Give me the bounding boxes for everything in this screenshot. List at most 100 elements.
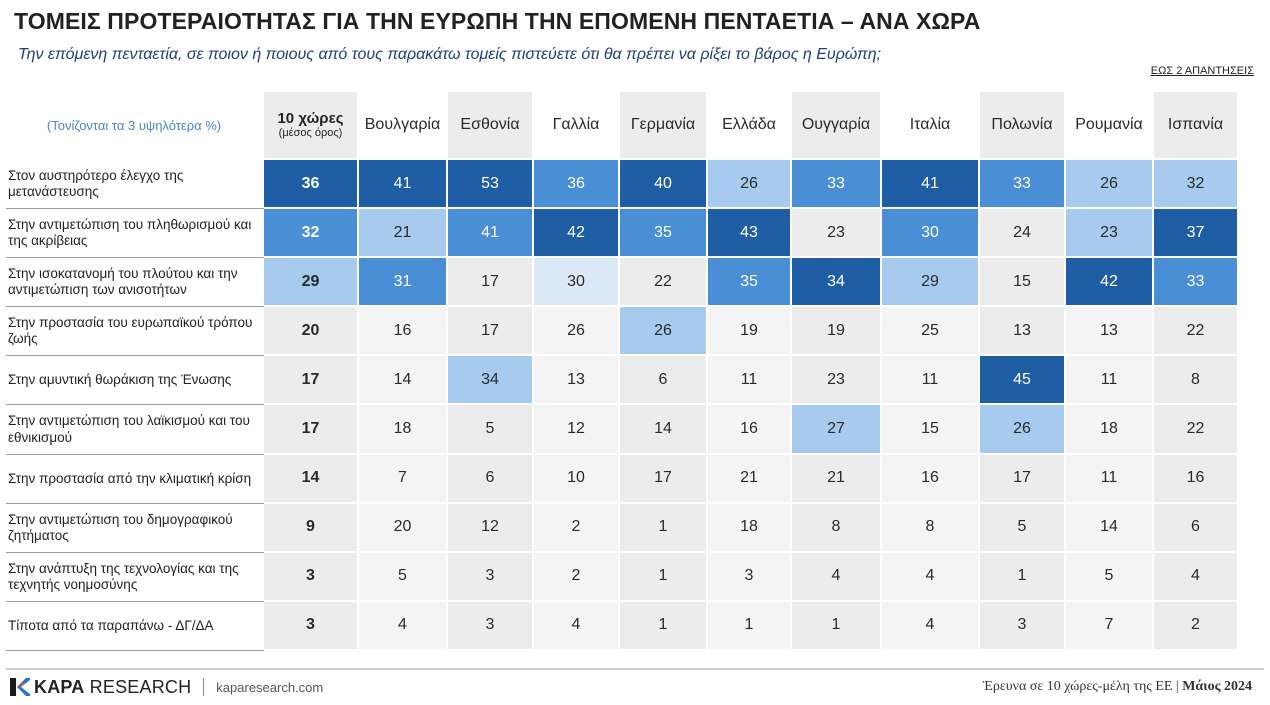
row-label: Στην ισοκατανομή του πλούτου και την αντ… [6,258,264,308]
value-cell: 10 [534,454,620,504]
footer-separator [203,678,205,696]
value-cell: 30 [882,209,980,259]
value-cell: 5 [1066,552,1154,602]
country-header: Ουγγαρία [792,92,882,160]
value-cell: 37 [1154,209,1239,259]
value-cell: 25 [882,307,980,357]
value-cell: 34 [448,356,534,406]
value-cell: 32 [1154,160,1239,210]
value-cell: 1 [620,552,708,602]
value-cell: 1 [980,552,1066,602]
value-cell: 20 [359,503,448,553]
value-cell: 14 [620,405,708,455]
value-cell: 16 [1154,454,1239,504]
avg-value: 20 [264,307,359,357]
value-cell: 21 [708,454,792,504]
website-link[interactable]: kaparesearch.com [216,679,324,695]
avg-value: 17 [264,405,359,455]
value-cell: 21 [792,454,882,504]
priorities-table: (Τονίζονται τα 3 υψηλότερα %) 10 χώρες (… [6,92,1259,651]
value-cell: 4 [359,601,448,651]
source-text: Έρευνα σε 10 χώρες-μέλη της ΕΕ | [983,679,1183,694]
value-cell: 1 [620,503,708,553]
country-header: Βουλγαρία [359,92,448,160]
country-header: Ρουμανία [1066,92,1154,160]
value-cell: 41 [448,209,534,259]
row-label: Στην αμυντική θωράκιση της Ένωσης [6,356,264,406]
value-cell: 6 [448,454,534,504]
value-cell: 15 [980,258,1066,308]
footer-source: Έρευνα σε 10 χώρες-μέλη της ΕΕ | Μάιος 2… [983,679,1252,695]
country-header: Ισπανία [1154,92,1239,160]
avg-value: 14 [264,454,359,504]
value-cell: 12 [448,503,534,553]
value-cell: 17 [620,454,708,504]
highlight-note: (Τονίζονται τα 3 υψηλότερα %) [6,92,264,160]
value-cell: 33 [1154,258,1239,308]
value-cell: 43 [708,209,792,259]
value-cell: 23 [792,356,882,406]
value-cell: 14 [1066,503,1154,553]
brand-bold: KAPA [34,676,85,697]
avg-value: 32 [264,209,359,259]
avg-value: 3 [264,601,359,651]
footer-brand: KAPA RESEARCH kaparesearch.com [8,676,323,698]
value-cell: 1 [792,601,882,651]
value-cell: 16 [359,307,448,357]
value-cell: 26 [534,307,620,357]
answers-note: ΕΩΣ 2 ΑΠΑΝΤΗΣΕΙΣ [1150,65,1254,77]
avg-value: 17 [264,356,359,406]
value-cell: 13 [980,307,1066,357]
value-cell: 7 [1066,601,1154,651]
country-header: Γερμανία [620,92,708,160]
value-cell: 21 [359,209,448,259]
value-cell: 7 [359,454,448,504]
value-cell: 17 [448,307,534,357]
value-cell: 24 [980,209,1066,259]
value-cell: 8 [882,503,980,553]
value-cell: 22 [1154,307,1239,357]
value-cell: 18 [359,405,448,455]
avg-column-header: 10 χώρες (μέσος όρος) [264,92,359,160]
value-cell: 1 [620,601,708,651]
value-cell: 6 [620,356,708,406]
value-cell: 33 [792,160,882,210]
value-cell: 12 [534,405,620,455]
value-cell: 11 [1066,454,1154,504]
country-header: Πολωνία [980,92,1066,160]
value-cell: 18 [708,503,792,553]
value-cell: 2 [1154,601,1239,651]
page-title: ΤΟΜΕΙΣ ΠΡΟΤΕΡΑΙΟΤΗΤΑΣ ΓΙΑ ΤΗΝ ΕΥΡΩΠΗ ΤΗΝ… [14,8,981,34]
value-cell: 4 [534,601,620,651]
value-cell: 22 [620,258,708,308]
question-subtitle: Την επόμενη πενταετία, σε ποιον ή ποιους… [18,46,882,63]
value-cell: 31 [359,258,448,308]
value-cell: 26 [1066,160,1154,210]
value-cell: 41 [359,160,448,210]
value-cell: 4 [792,552,882,602]
value-cell: 3 [708,552,792,602]
row-label: Στην προστασία από την κλιματική κρίση [6,455,264,504]
value-cell: 3 [448,601,534,651]
value-cell: 45 [980,356,1066,406]
row-label: Στην αντιμετώπιση του λαϊκισμού και του … [6,405,264,455]
survey-date: Μάιος 2024 [1182,679,1252,694]
value-cell: 5 [448,405,534,455]
value-cell: 53 [448,160,534,210]
country-header: Γαλλία [534,92,620,160]
footer-divider [6,668,1264,670]
row-label: Στην αντιμετώπιση του δημογραφικού ζητήμ… [6,504,264,553]
value-cell: 26 [980,405,1066,455]
value-cell: 14 [359,356,448,406]
kapa-logo-icon [10,678,30,696]
value-cell: 4 [882,552,980,602]
value-cell: 17 [448,258,534,308]
value-cell: 17 [980,454,1066,504]
value-cell: 11 [708,356,792,406]
value-cell: 4 [882,601,980,651]
value-cell: 34 [792,258,882,308]
value-cell: 33 [980,160,1066,210]
value-cell: 8 [792,503,882,553]
value-cell: 2 [534,503,620,553]
value-cell: 18 [1066,405,1154,455]
